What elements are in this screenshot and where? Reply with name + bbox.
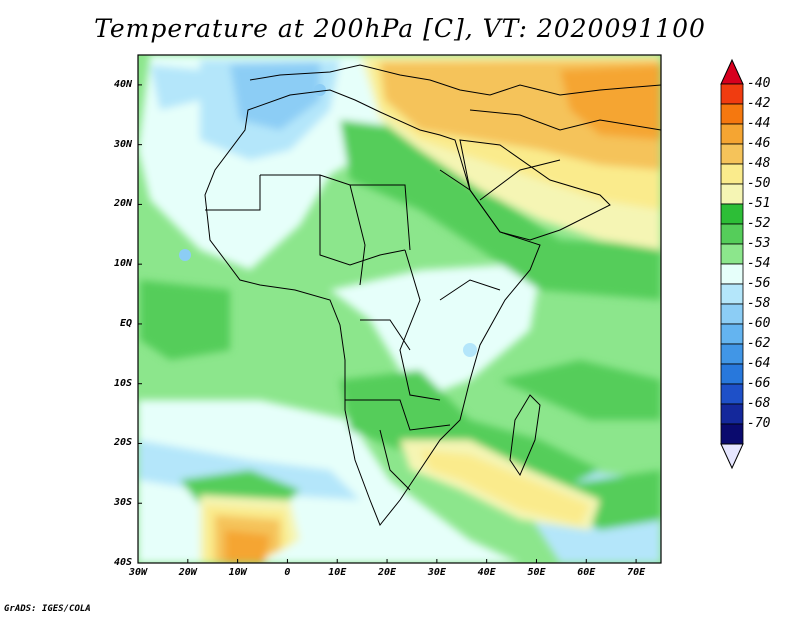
lon-label: 60E: [577, 567, 596, 578]
colorbar-level-label: -70: [747, 416, 771, 431]
colorbar-swatch: [720, 363, 744, 385]
lon-label: 50E: [527, 567, 546, 578]
colorbar-level-label: -56: [747, 276, 771, 291]
colorbar-level-label: -46: [747, 136, 771, 151]
lat-label: EQ: [119, 317, 132, 329]
colorbar-level-label: -68: [747, 396, 771, 411]
colorbar-level-label: -48: [747, 156, 771, 171]
lat-label: 10N: [113, 258, 132, 270]
colorbar-level-label: -52: [747, 216, 771, 231]
lon-label: 30W: [128, 567, 148, 578]
colorbar-swatch: [720, 383, 744, 405]
map-frame: [137, 54, 662, 564]
colorbar-level-label: -58: [747, 296, 771, 311]
colorbar-level-label: -50: [747, 176, 771, 191]
colorbar-level-label: -51: [747, 196, 771, 211]
colorbar-swatch: [720, 123, 744, 145]
lat-label: 30S: [113, 497, 132, 509]
lat-label: 40S: [113, 557, 132, 568]
lat-label: 40N: [113, 78, 132, 90]
colorbar-level-label: -66: [747, 376, 771, 391]
colorbar-swatch: [720, 143, 744, 165]
colorbar-level-label: -53: [747, 236, 771, 251]
lat-label: 20S: [113, 437, 132, 449]
credit-footer: GrADS: IGES/COLA: [4, 604, 91, 614]
lon-label: 10E: [328, 567, 347, 578]
colorbar: [720, 58, 744, 470]
lat-label: 10S: [113, 377, 132, 389]
colorbar-swatch: [720, 403, 744, 425]
colorbar-swatch: [720, 243, 744, 265]
colorbar-top-arrow: [720, 58, 744, 85]
lon-label: 70E: [627, 567, 646, 578]
colorbar-swatch: [720, 163, 744, 185]
colorbar-swatch: [720, 223, 744, 245]
colorbar-swatch: [720, 83, 744, 105]
map-title: Temperature at 200hPa [C], VT: 202009110…: [94, 14, 706, 43]
colorbar-swatch: [720, 103, 744, 125]
colorbar-level-label: -42: [747, 96, 771, 111]
colorbar-swatch: [720, 303, 744, 325]
lon-label: 20E: [378, 567, 397, 578]
lon-label: 0: [284, 567, 291, 578]
colorbar-swatch: [720, 183, 744, 205]
lon-label: 30E: [427, 567, 446, 578]
colorbar-swatch: [720, 343, 744, 365]
colorbar-swatch: [720, 283, 744, 305]
colorbar-level-label: -64: [747, 356, 771, 371]
colorbar-level-label: -44: [747, 116, 771, 131]
lat-label: 20N: [113, 198, 132, 210]
lon-label: 20W: [178, 567, 197, 578]
colorbar-bottom-arrow: [720, 443, 744, 470]
colorbar-swatch: [720, 323, 744, 345]
colorbar-level-label: -54: [747, 256, 771, 271]
colorbar-level-label: -40: [747, 76, 771, 91]
coastlines: [204, 64, 661, 526]
temperature-field: [138, 55, 661, 563]
colorbar-level-label: -60: [747, 316, 771, 331]
lon-label: 10W: [228, 567, 247, 578]
colorbar-level-label: -62: [747, 336, 771, 351]
colorbar-swatch: [720, 423, 744, 445]
colorbar-swatch: [720, 203, 744, 225]
lat-label: 30N: [113, 138, 132, 150]
lon-label: 40E: [477, 567, 496, 578]
colorbar-swatch: [720, 263, 744, 285]
axis-ticks: [137, 84, 637, 564]
